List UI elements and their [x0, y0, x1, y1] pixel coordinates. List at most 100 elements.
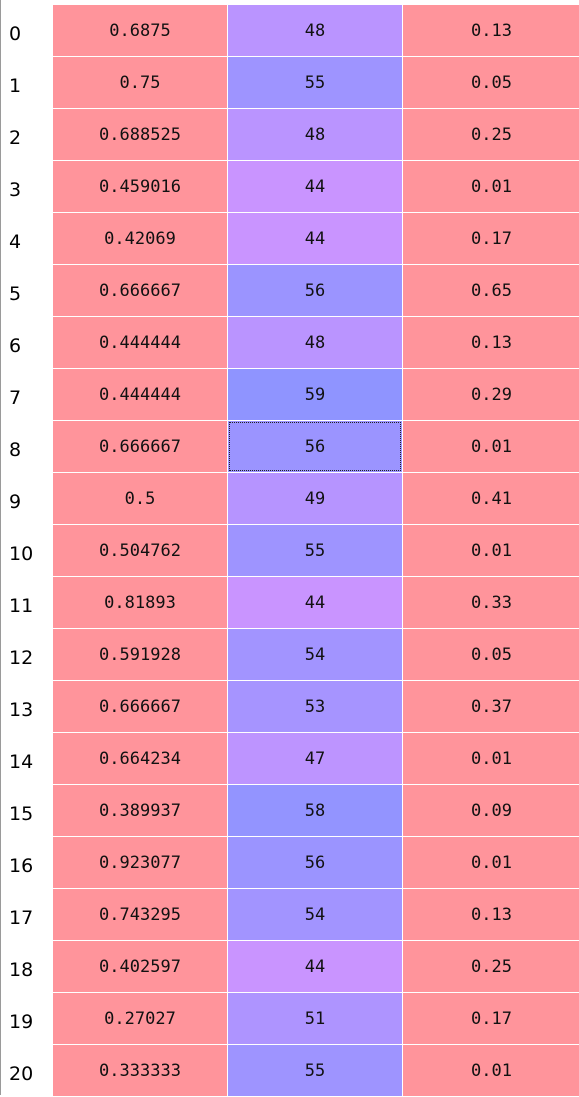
ratio-cell[interactable]: 0.333333	[53, 1045, 227, 1096]
score-cell[interactable]: 0.29	[403, 369, 579, 420]
row-index: 13	[1, 681, 52, 733]
table-row: 9 0.5 49 0.41	[1, 473, 579, 525]
count-cell[interactable]: 55	[228, 57, 402, 108]
ratio-cell[interactable]: 0.664234	[53, 733, 227, 784]
count-cell[interactable]: 53	[228, 681, 402, 732]
ratio-cell[interactable]: 0.743295	[53, 889, 227, 940]
count-cell[interactable]: 49	[228, 473, 402, 524]
table-row: 6 0.444444 48 0.13	[1, 317, 579, 369]
count-cell[interactable]: 59	[228, 369, 402, 420]
table-row: 12 0.591928 54 0.05	[1, 629, 579, 681]
ratio-cell[interactable]: 0.666667	[53, 421, 227, 472]
table-row: 8 0.666667 56 0.01	[1, 421, 579, 473]
count-cell[interactable]: 44	[228, 577, 402, 628]
count-cell[interactable]: 48	[228, 317, 402, 368]
table-row: 5 0.666667 56 0.65	[1, 265, 579, 317]
row-index: 8	[1, 421, 52, 473]
row-index: 1	[1, 57, 52, 109]
ratio-cell[interactable]: 0.42069	[53, 213, 227, 264]
score-cell[interactable]: 0.25	[403, 109, 579, 160]
count-cell[interactable]: 54	[228, 629, 402, 680]
count-cell[interactable]: 54	[228, 889, 402, 940]
table-row: 14 0.664234 47 0.01	[1, 733, 579, 785]
score-cell[interactable]: 0.17	[403, 213, 579, 264]
row-index: 11	[1, 577, 52, 629]
table-row: 13 0.666667 53 0.37	[1, 681, 579, 733]
count-cell[interactable]: 56	[228, 837, 402, 888]
score-cell[interactable]: 0.01	[403, 1045, 579, 1096]
ratio-cell[interactable]: 0.666667	[53, 265, 227, 316]
row-index: 10	[1, 525, 52, 577]
row-index: 17	[1, 889, 52, 941]
table-row: 17 0.743295 54 0.13	[1, 889, 579, 941]
score-cell[interactable]: 0.13	[403, 317, 579, 368]
count-cell[interactable]: 48	[228, 109, 402, 160]
row-index: 15	[1, 785, 52, 837]
table-row: 20 0.333333 55 0.01	[1, 1045, 579, 1097]
table-row: 15 0.389937 58 0.09	[1, 785, 579, 837]
ratio-cell[interactable]: 0.5	[53, 473, 227, 524]
ratio-cell[interactable]: 0.459016	[53, 161, 227, 212]
score-cell[interactable]: 0.01	[403, 733, 579, 784]
row-index: 9	[1, 473, 52, 525]
count-cell[interactable]: 56	[228, 421, 402, 472]
score-cell[interactable]: 0.01	[403, 837, 579, 888]
ratio-cell[interactable]: 0.591928	[53, 629, 227, 680]
score-cell[interactable]: 0.05	[403, 57, 579, 108]
row-index: 14	[1, 733, 52, 785]
score-cell[interactable]: 0.65	[403, 265, 579, 316]
score-cell[interactable]: 0.37	[403, 681, 579, 732]
table-row: 2 0.688525 48 0.25	[1, 109, 579, 161]
score-cell[interactable]: 0.01	[403, 421, 579, 472]
score-cell[interactable]: 0.13	[403, 889, 579, 940]
count-cell[interactable]: 55	[228, 525, 402, 576]
ratio-cell[interactable]: 0.81893	[53, 577, 227, 628]
row-index: 4	[1, 213, 52, 265]
score-cell[interactable]: 0.09	[403, 785, 579, 836]
table-row: 11 0.81893 44 0.33	[1, 577, 579, 629]
count-cell[interactable]: 56	[228, 265, 402, 316]
score-cell[interactable]: 0.33	[403, 577, 579, 628]
ratio-cell[interactable]: 0.75	[53, 57, 227, 108]
ratio-cell[interactable]: 0.923077	[53, 837, 227, 888]
count-cell[interactable]: 44	[228, 213, 402, 264]
ratio-cell[interactable]: 0.666667	[53, 681, 227, 732]
score-cell[interactable]: 0.13	[403, 5, 579, 56]
table-row: 7 0.444444 59 0.29	[1, 369, 579, 421]
table-row: 10 0.504762 55 0.01	[1, 525, 579, 577]
row-index: 12	[1, 629, 52, 681]
score-cell[interactable]: 0.05	[403, 629, 579, 680]
ratio-cell[interactable]: 0.444444	[53, 369, 227, 420]
ratio-cell[interactable]: 0.504762	[53, 525, 227, 576]
ratio-cell[interactable]: 0.389937	[53, 785, 227, 836]
ratio-cell[interactable]: 0.688525	[53, 109, 227, 160]
score-cell[interactable]: 0.01	[403, 525, 579, 576]
ratio-cell[interactable]: 0.402597	[53, 941, 227, 992]
table-row: 18 0.402597 44 0.25	[1, 941, 579, 993]
row-index: 0	[1, 5, 52, 57]
count-cell[interactable]: 51	[228, 993, 402, 1044]
ratio-cell[interactable]: 0.27027	[53, 993, 227, 1044]
ratio-cell[interactable]: 0.444444	[53, 317, 227, 368]
count-cell[interactable]: 44	[228, 941, 402, 992]
count-cell[interactable]: 47	[228, 733, 402, 784]
score-cell[interactable]: 0.25	[403, 941, 579, 992]
score-cell[interactable]: 0.01	[403, 161, 579, 212]
score-cell[interactable]: 0.17	[403, 993, 579, 1044]
ratio-cell[interactable]: 0.6875	[53, 5, 227, 56]
row-index: 7	[1, 369, 52, 421]
table-row: 19 0.27027 51 0.17	[1, 993, 579, 1045]
table-row: 16 0.923077 56 0.01	[1, 837, 579, 889]
row-index: 19	[1, 993, 52, 1045]
table-row: 0 0.6875 48 0.13	[1, 5, 579, 57]
count-cell[interactable]: 55	[228, 1045, 402, 1096]
row-index: 2	[1, 109, 52, 161]
count-cell[interactable]: 44	[228, 161, 402, 212]
row-index: 20	[1, 1045, 52, 1097]
row-index: 18	[1, 941, 52, 993]
table-row: 1 0.75 55 0.05	[1, 57, 579, 109]
score-cell[interactable]: 0.41	[403, 473, 579, 524]
count-cell[interactable]: 58	[228, 785, 402, 836]
count-cell[interactable]: 48	[228, 5, 402, 56]
